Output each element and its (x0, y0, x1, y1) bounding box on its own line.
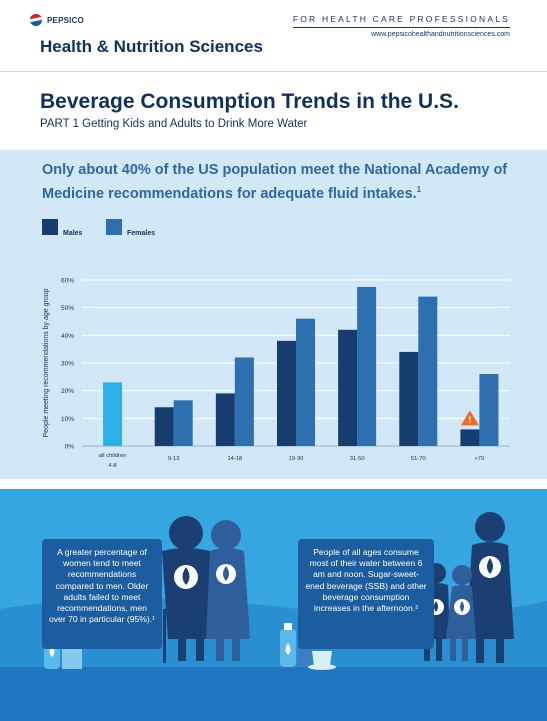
x-tick-label: 9-13 (168, 456, 180, 462)
x-tick-label: 31-50 (350, 456, 365, 462)
water-drop-icon (216, 564, 236, 584)
page-subtitle: PART 1 Getting Kids and Adults to Drink … (40, 118, 308, 130)
chart-headline: Only about 40% of the US population meet… (42, 161, 522, 204)
adult-woman-silhouette (466, 512, 514, 663)
water-drop-icon (174, 565, 198, 589)
bar-females (357, 286, 377, 446)
header-divider (0, 71, 547, 72)
legend-swatch (42, 219, 58, 235)
note-left: A greater percentage of women tend to me… (42, 539, 162, 649)
y-tick-label: 30% (61, 361, 74, 368)
y-tick-label: 0% (65, 444, 75, 451)
bar-combined (103, 382, 123, 446)
y-axis-label: People meeting recommendations by age gr… (43, 288, 50, 437)
bar-females (418, 296, 438, 446)
legend-swatch (106, 219, 122, 235)
bar-males (338, 329, 358, 446)
bar-females (479, 374, 499, 446)
bar-males (215, 393, 235, 446)
y-tick-label: 10% (61, 416, 74, 423)
pepsi-globe-icon (30, 14, 42, 26)
water-drop-icon (454, 599, 470, 615)
headline-text: Only about 40% of the US population meet… (42, 162, 508, 202)
section-divider (0, 479, 547, 489)
water-drop-icon (479, 556, 501, 578)
audience-label: FOR HEALTH CARE PROFESSIONALS (292, 14, 510, 28)
x-tick-label: 14-18 (227, 456, 242, 462)
bar-females (173, 400, 193, 446)
legend-label: Females (127, 230, 155, 237)
warning-icon (460, 410, 479, 426)
pepsico-logo[interactable]: PEPSICO (30, 14, 84, 26)
website-link[interactable]: www.pepsicohealthandnutritionsciences.co… (371, 31, 510, 38)
bar-males (277, 340, 296, 446)
bar-chart: Males Females 0% 10% 20% 30% 40% 50% 60% People m… (42, 219, 510, 469)
warning-icon-glyph: ! (468, 415, 471, 425)
bar-males (460, 429, 480, 446)
brand-name: Health & Nutrition Sciences (40, 37, 263, 56)
chart-section: Only about 40% of the US population meet… (0, 150, 547, 479)
x-tick-label: 51-70 (411, 456, 426, 462)
y-tick-label: 50% (61, 305, 74, 312)
bar-females (296, 318, 315, 446)
header: PEPSICO Health & Nutrition Sciences FOR … (0, 0, 547, 72)
water-bottle-icon (280, 623, 296, 667)
floor-band (0, 667, 547, 721)
page-title: Beverage Consumption Trends in the U.S. (40, 90, 459, 113)
note-right: People of all ages consume most of their… (298, 539, 434, 649)
x-tick-label: all children (99, 453, 127, 459)
logo-text: PEPSICO (47, 15, 84, 25)
legend-label: Males (63, 230, 83, 237)
y-tick-label: 20% (61, 388, 74, 395)
bar-females (234, 357, 254, 446)
x-tick-label: >70 (475, 456, 485, 462)
bar-males (399, 351, 419, 446)
y-tick-label: 60% (61, 278, 74, 285)
y-tick-label: 40% (61, 333, 74, 340)
bar-males (154, 407, 174, 446)
x-tick-label: 4-8 (108, 463, 116, 469)
headline-reference: 1 (416, 185, 422, 194)
x-tick-label: 19-30 (289, 456, 304, 462)
insights-section: A greater percentage of women tend to me… (0, 489, 547, 721)
